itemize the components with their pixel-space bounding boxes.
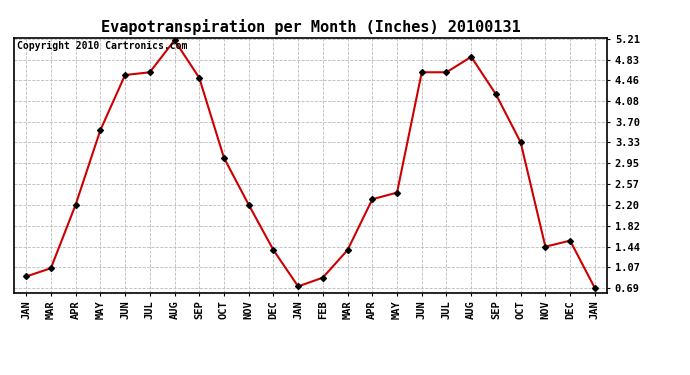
Title: Evapotranspiration per Month (Inches) 20100131: Evapotranspiration per Month (Inches) 20… [101, 19, 520, 35]
Text: Copyright 2010 Cartronics.com: Copyright 2010 Cartronics.com [17, 41, 187, 51]
